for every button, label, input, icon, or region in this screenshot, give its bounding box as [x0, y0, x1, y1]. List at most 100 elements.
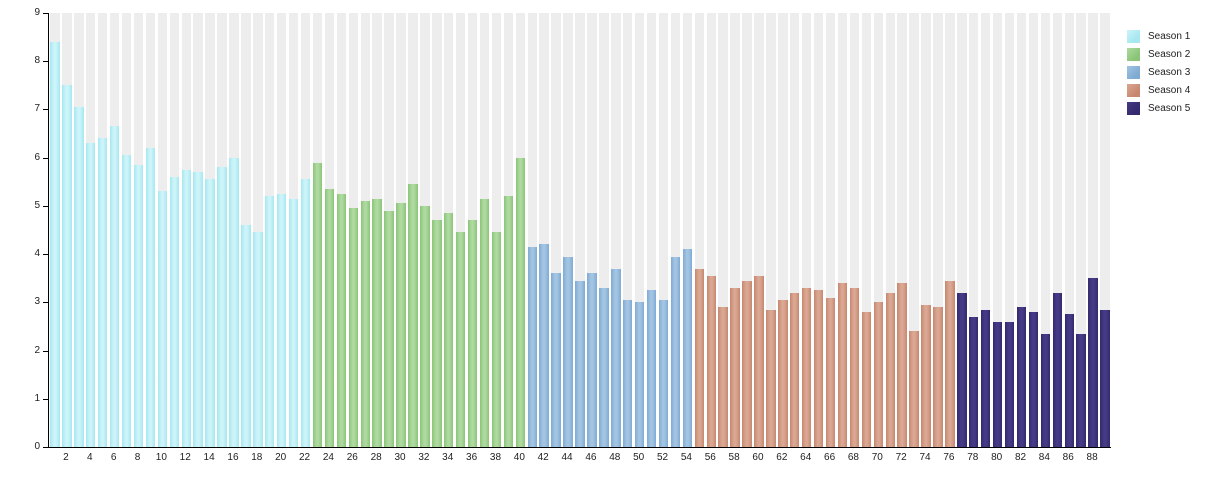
- episode-bar: [1076, 333, 1086, 447]
- x-tick-label: 56: [704, 452, 716, 463]
- episode-bar: [539, 244, 549, 447]
- episode-bar: [778, 299, 788, 447]
- y-tick-label: 5: [34, 199, 40, 211]
- bar-track: [980, 13, 991, 447]
- episode-bar: [336, 193, 347, 447]
- episode-bar: [253, 232, 263, 447]
- bar-track: [527, 13, 537, 447]
- x-tick-label: 72: [895, 452, 907, 463]
- bar-track: [1028, 13, 1039, 447]
- episode-bar: [969, 316, 979, 447]
- x-tick-label: 32: [418, 452, 430, 463]
- bar-track: [945, 13, 955, 447]
- bar-track: [742, 13, 752, 447]
- x-tick-label: 42: [537, 452, 549, 463]
- episode-bar: [527, 246, 537, 447]
- episode-bar: [742, 280, 752, 447]
- episode-bar: [265, 196, 275, 447]
- episode-bar: [396, 203, 406, 447]
- bar-track: [718, 13, 728, 447]
- x-tick-label: 34: [442, 452, 454, 463]
- bar-track: [921, 13, 931, 447]
- episode-bar: [563, 256, 573, 447]
- episode-bar: [575, 280, 585, 447]
- x-tick-label: 78: [967, 452, 979, 463]
- episode-bar: [599, 287, 609, 447]
- bar-track: [778, 13, 788, 447]
- episode-bar: [145, 148, 156, 447]
- episode-bar: [1064, 314, 1074, 447]
- episode-bar: [109, 126, 120, 447]
- x-tick-label: 10: [155, 452, 167, 463]
- x-tick-label: 18: [251, 452, 263, 463]
- episode-bar: [276, 193, 287, 447]
- legend-label: Season 2: [1148, 48, 1191, 60]
- episode-bar: [790, 292, 800, 447]
- y-tick-mark: [43, 61, 48, 63]
- x-tick-label: 20: [275, 452, 287, 463]
- episode-bar: [1016, 307, 1027, 447]
- x-tick-label: 74: [919, 452, 931, 463]
- episode-bar: [1040, 333, 1051, 447]
- legend-swatch: [1127, 83, 1140, 97]
- bar-track: [1088, 13, 1098, 447]
- bar-track: [575, 13, 585, 447]
- plot-area: [48, 13, 1111, 448]
- episode-bar: [992, 321, 1003, 447]
- bar-track: [825, 13, 836, 447]
- episode-bar: [802, 287, 812, 447]
- bar-track: [539, 13, 549, 447]
- x-tick-label: 84: [1038, 452, 1050, 463]
- x-tick-label: 40: [513, 452, 525, 463]
- episode-bar: [384, 210, 394, 447]
- bar-track: [897, 13, 907, 447]
- bar-track: [694, 13, 705, 447]
- episode-bar: [980, 309, 991, 447]
- y-tick-mark: [43, 109, 48, 111]
- episode-bar: [193, 172, 203, 447]
- episode-bar: [587, 273, 597, 447]
- bar-track: [957, 13, 967, 447]
- episode-bar: [634, 302, 645, 447]
- x-tick-label: 30: [394, 452, 406, 463]
- episode-bar: [1088, 278, 1098, 447]
- bar-track: [1100, 13, 1110, 447]
- x-tick-label: 28: [370, 452, 382, 463]
- y-tick-mark: [43, 157, 48, 159]
- bar-track: [658, 13, 669, 447]
- episode-bar: [849, 287, 860, 447]
- bar-track: [491, 13, 502, 447]
- x-tick-label: 46: [585, 452, 597, 463]
- x-tick-label: 80: [991, 452, 1003, 463]
- bar-track: [969, 13, 979, 447]
- episode-bar: [62, 85, 72, 447]
- y-tick-label: 4: [34, 248, 40, 260]
- y-tick-mark: [43, 13, 48, 14]
- bar-track: [837, 13, 848, 447]
- x-tick-label: 26: [346, 452, 358, 463]
- episode-bar: [97, 138, 108, 447]
- legend-label: Season 3: [1148, 66, 1191, 78]
- y-tick-label: 3: [34, 296, 40, 308]
- episode-bar: [837, 283, 848, 447]
- bar-track: [563, 13, 573, 447]
- episode-bar: [217, 167, 227, 447]
- x-tick-label: 24: [322, 452, 334, 463]
- legend-item: Season 5: [1127, 99, 1190, 117]
- x-tick-label: 4: [86, 452, 93, 463]
- bar-track: [623, 13, 633, 447]
- episode-bar: [885, 292, 895, 447]
- bar-track: [1016, 13, 1027, 447]
- y-tick-label: 8: [34, 55, 40, 67]
- x-tick-label: 86: [1062, 452, 1074, 463]
- bar-track: [706, 13, 716, 447]
- episode-bar: [455, 232, 466, 447]
- bar-track: [933, 13, 943, 447]
- legend: Season 1 Season 2 Season 3 Season 4 Season 5: [1127, 27, 1190, 117]
- episode-bar: [718, 307, 728, 447]
- episode-bar: [861, 311, 872, 447]
- bar-track: [885, 13, 895, 447]
- bar-track: [587, 13, 597, 447]
- y-tick-mark: [43, 254, 48, 256]
